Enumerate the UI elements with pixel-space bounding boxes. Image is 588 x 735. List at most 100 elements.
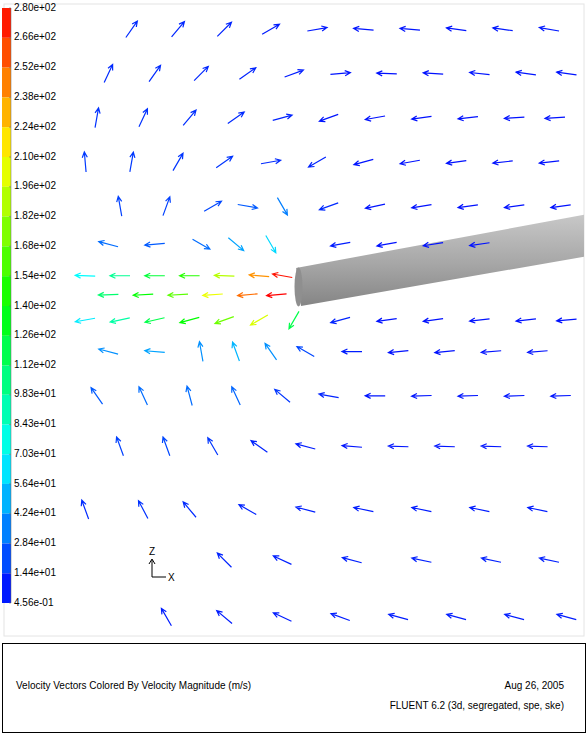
caption-box: Velocity Vectors Colored By Velocity Mag… [3, 644, 586, 733]
triad-z-head [149, 559, 155, 564]
velocity-vector [400, 160, 420, 165]
colorbar-tick [9, 156, 11, 157]
velocity-vector [228, 112, 244, 123]
colorbar-band [2, 8, 11, 38]
velocity-vector [251, 441, 267, 452]
velocity-vector [91, 388, 102, 404]
velocity-vector [342, 349, 362, 354]
velocity-vector [217, 611, 232, 624]
triad-x-label: X [168, 572, 175, 583]
velocity-vector [208, 438, 218, 455]
velocity-vector [539, 557, 559, 563]
colorbar-band [2, 246, 11, 276]
velocity-vector [217, 553, 231, 567]
velocity-vector [458, 393, 478, 398]
velocity-vector [183, 502, 196, 517]
velocity-vector [82, 152, 87, 172]
velocity-vector [180, 273, 200, 278]
velocity-vector [296, 506, 315, 512]
colorbar-band [2, 514, 11, 544]
velocity-vector [516, 70, 536, 75]
triad-z [152, 560, 153, 577]
velocity-vector [273, 114, 292, 120]
velocity-vector [75, 273, 95, 278]
velocity-vector [297, 347, 314, 357]
colorbar-tick-label: 5.64e+01 [14, 478, 56, 489]
colorbar-tick [9, 8, 11, 9]
colorbar-tick-label: 1.12e+02 [14, 359, 56, 370]
velocity-vector [557, 318, 577, 323]
colorbar-tick [9, 543, 11, 544]
velocity-vector [267, 293, 287, 298]
velocity-vector [273, 272, 293, 277]
velocity-vector [423, 242, 443, 247]
velocity-vector [239, 68, 255, 79]
velocity-vector [110, 273, 130, 278]
velocity-vector [354, 506, 374, 512]
velocity-vector [435, 350, 455, 355]
velocity-vector [504, 393, 524, 398]
velocity-vector [214, 273, 234, 278]
colorbar-band [2, 276, 11, 306]
colorbar-band [2, 127, 11, 157]
velocity-vector [172, 22, 185, 37]
date: Aug 26, 2005 [505, 680, 565, 691]
velocity-vector [149, 65, 160, 81]
velocity-vector [388, 350, 408, 355]
colorbar-band [2, 454, 11, 484]
velocity-vector [203, 293, 223, 298]
colorbar-tick-label: 1.44e+01 [14, 567, 56, 578]
velocity-vector [193, 239, 210, 249]
velocity-vector [75, 318, 95, 323]
colorbar-tick-label: 8.43e+01 [14, 418, 56, 429]
velocity-vector [285, 70, 304, 77]
velocity-vector [217, 22, 231, 36]
velocity-vector [423, 318, 443, 323]
colorbar-band [2, 97, 11, 127]
colorbar-band [2, 484, 11, 514]
velocity-vector [516, 318, 536, 323]
colorbar-tick-label: 2.80e+02 [14, 2, 56, 13]
velocity-vector [470, 506, 490, 512]
velocity-vector [198, 342, 203, 362]
velocity-vector [377, 71, 397, 76]
velocity-vector [117, 196, 122, 216]
velocity-vector [447, 613, 466, 619]
velocity-vector [470, 242, 490, 247]
colorbar-tick-label: 2.84e+01 [14, 537, 56, 548]
velocity-vector [505, 613, 524, 619]
colorbar-tick-label: 2.52e+02 [14, 61, 56, 72]
velocity-vector [162, 437, 169, 456]
velocity-vector [296, 443, 315, 449]
velocity-vector [216, 156, 232, 167]
colorbar-tick [9, 276, 11, 277]
colorbar-tick [9, 37, 11, 38]
colorbar-tick [9, 246, 11, 247]
velocity-vector [168, 292, 188, 297]
colorbar-tick [9, 67, 11, 68]
subtitle: FLUENT 6.2 (3d, segregated, spe, ske) [390, 700, 564, 711]
velocity-vector [446, 160, 466, 165]
velocity-vector [262, 24, 279, 34]
velocity-vector [232, 342, 239, 361]
velocity-vector [551, 204, 571, 209]
colorbar-band [2, 544, 11, 574]
velocity-vector [528, 349, 548, 354]
colorbar-tick-label: 7.03e+01 [14, 448, 56, 459]
colorbar-band [2, 425, 11, 455]
velocity-vector [126, 21, 137, 37]
velocity-vector [139, 387, 147, 405]
velocity-vector [266, 235, 276, 252]
colorbar-tick [9, 483, 11, 484]
plot-frame [4, 4, 584, 636]
velocity-vector [493, 26, 513, 31]
velocity-vector [139, 109, 147, 127]
velocity-vector [481, 349, 501, 354]
velocity-vector [249, 273, 269, 278]
velocity-vector [139, 501, 148, 519]
velocity-vector [173, 153, 183, 170]
velocity-vector [354, 26, 374, 31]
velocity-vector [277, 198, 287, 215]
velocity-vector [145, 318, 164, 324]
velocity-vector [145, 273, 165, 278]
